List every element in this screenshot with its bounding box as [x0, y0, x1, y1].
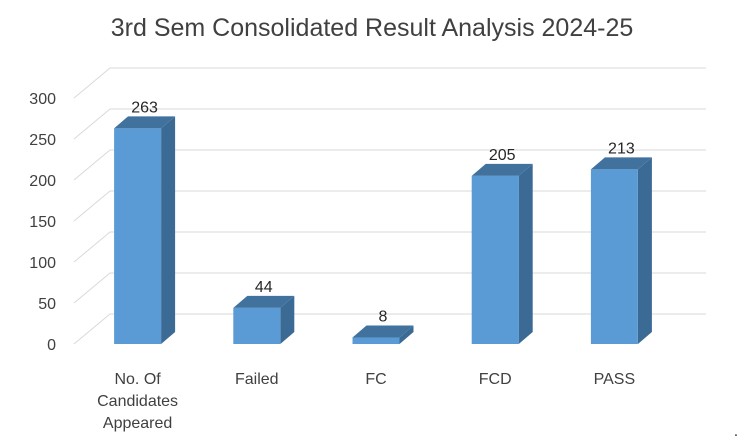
bar-top-face: [590, 157, 652, 170]
bar-top-face: [114, 116, 176, 129]
bar-front-face: [114, 128, 162, 344]
gridline: [73, 108, 706, 140]
bar: [471, 163, 533, 344]
data-labels: 263 44 8 205 213: [131, 99, 635, 325]
category-label: FCD: [479, 371, 512, 388]
category-label: No. Of Candidates Appeared: [97, 371, 178, 432]
data-label: 213: [608, 140, 635, 157]
bar: [352, 325, 414, 344]
chart-title: 3rd Sem Consolidated Result Analysis 202…: [111, 14, 634, 42]
data-label: 44: [255, 279, 273, 296]
bar-front-face: [352, 337, 400, 344]
category-label: PASS: [594, 371, 636, 388]
bar-front-face: [471, 175, 519, 344]
category-label: FC: [365, 371, 386, 388]
bar-top-face: [471, 163, 533, 176]
bars: [114, 116, 652, 344]
data-label: 205: [489, 147, 516, 164]
y-tick-label: 150: [29, 214, 56, 231]
bar-front-face: [590, 169, 638, 344]
gridlines: [73, 67, 706, 345]
bar-side-face: [518, 163, 533, 344]
bar: [590, 157, 652, 344]
x-axis-category-labels: No. Of Candidates Appeared Failed FC FCD PASS: [97, 371, 635, 432]
bar: [114, 116, 176, 344]
gridline: [73, 67, 706, 99]
bar-top-face: [233, 295, 295, 308]
bar-front-face: [233, 307, 281, 344]
bar: [233, 295, 295, 344]
category-label: Failed: [235, 371, 279, 388]
bar-side-face: [280, 295, 295, 344]
y-tick-label: 50: [38, 296, 56, 313]
y-tick-label: 250: [29, 132, 56, 149]
y-tick-label: 100: [29, 255, 56, 272]
y-tick-label: 300: [29, 91, 56, 108]
footer-mark: .: [734, 423, 738, 440]
y-tick-label: 200: [29, 173, 56, 190]
y-axis-tick-labels: 0 50 100 150 200 250 300: [29, 91, 56, 354]
data-label: 8: [379, 308, 388, 325]
bar-side-face: [161, 116, 176, 344]
bar-top-face: [352, 325, 414, 338]
gridline: [73, 149, 706, 181]
bar-side-face: [637, 157, 652, 344]
data-label: 263: [131, 99, 158, 116]
y-tick-label: 0: [47, 337, 56, 354]
bar-side-face: [399, 325, 414, 344]
